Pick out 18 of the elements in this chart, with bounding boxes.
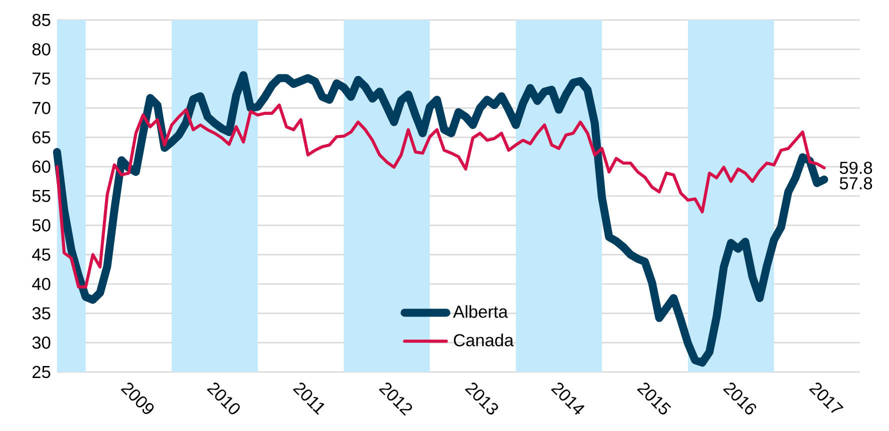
- legend-label: Alberta: [453, 305, 508, 318]
- y-tick-label: 80: [32, 43, 50, 56]
- y-tick-label: 75: [32, 72, 50, 85]
- line-series: [55, 104, 826, 288]
- y-tick-label: 25: [32, 366, 50, 378]
- y-tick-label: 50: [32, 219, 50, 232]
- y-tick-label: 35: [32, 307, 50, 320]
- y-tick-label: 40: [32, 278, 50, 290]
- y-tick-label: 45: [32, 248, 50, 261]
- legend-label: Canada: [454, 334, 514, 346]
- y-tick-label: 65: [32, 131, 50, 144]
- data-label: 57.8: [840, 177, 872, 190]
- y-tick-label: 70: [32, 102, 50, 114]
- data-label: 59.8: [840, 162, 872, 174]
- y-tick-label: 30: [32, 336, 50, 349]
- y-tick-label: 85: [32, 14, 50, 26]
- y-tick-label: 55: [32, 190, 50, 202]
- y-tick-label: 60: [32, 160, 50, 173]
